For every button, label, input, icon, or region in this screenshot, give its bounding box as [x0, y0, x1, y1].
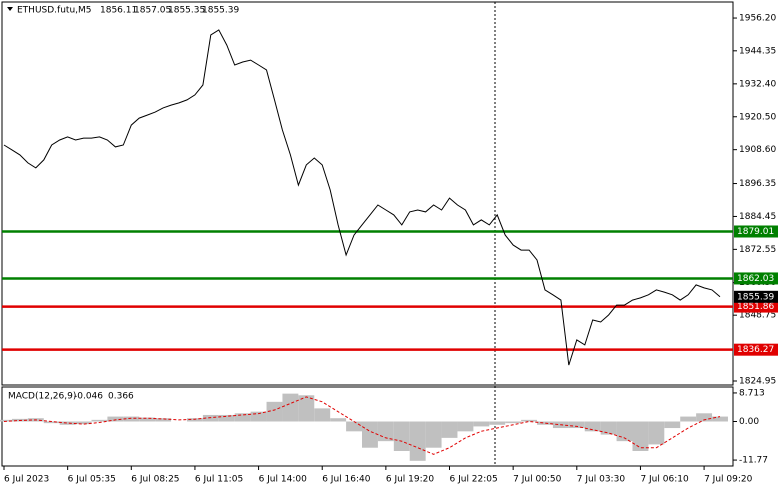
x-tick-label: 7 Jul 00:50: [513, 475, 562, 485]
macd-bar: [696, 413, 713, 422]
macd-bar: [155, 418, 172, 422]
macd-bar: [0, 419, 12, 422]
x-tick-label: 6 Jul 11:05: [195, 475, 243, 485]
x-tick-label: 6 Jul 2023: [4, 475, 49, 485]
macd-bar: [91, 419, 108, 422]
macd-bar: [234, 413, 251, 422]
x-tick-label: 6 Jul 16:40: [322, 475, 371, 485]
macd-bar: [346, 421, 362, 432]
y-tick-label: 1932.40: [739, 79, 776, 89]
macd-bar: [473, 421, 490, 427]
macd-bar: [218, 414, 235, 422]
macd-bar: [59, 421, 76, 425]
ohlc-value: 1856.11: [100, 6, 137, 16]
menu-arrow: [7, 7, 13, 11]
price-frame: [1, 1, 734, 386]
level-label-box: [734, 272, 778, 285]
macd-bar: [393, 421, 410, 451]
y-tick-label: 1848.75: [739, 311, 776, 321]
y-tick-label: 1920.50: [739, 112, 776, 122]
ohlc-value: 1855.35: [168, 6, 205, 16]
macd-bar: [123, 416, 140, 422]
macd-bar: [568, 421, 585, 429]
x-tick-label: 6 Jul 08:25: [131, 475, 179, 485]
level-label-box: [734, 300, 778, 313]
level-label: 1851.86: [737, 302, 774, 312]
level-label: 1879.01: [737, 227, 774, 237]
macd-bar: [202, 414, 219, 422]
ohlc-value: 1857.05: [134, 6, 171, 16]
x-tick-label: 7 Jul 03:30: [577, 475, 626, 485]
macd-bar: [107, 416, 124, 422]
level-label: 1862.03: [737, 274, 774, 284]
x-tick-label: 7 Jul 09:20: [704, 475, 753, 485]
macd-bar: [43, 421, 60, 424]
macd-bar: [250, 411, 267, 422]
macd-bar: [632, 421, 649, 451]
y-tick-label: 8.713: [739, 388, 765, 398]
x-tick-label: 7 Jul 06:10: [640, 475, 689, 485]
macd-bar: [75, 421, 92, 425]
macd-frame: [1, 386, 734, 467]
macd-bar: [648, 421, 665, 445]
macd-bar: [537, 421, 553, 425]
macd-bar: [186, 418, 203, 422]
y-tick-label: 1896.35: [739, 179, 776, 189]
macd-bar: [712, 416, 728, 422]
macd-bar: [362, 421, 378, 448]
macd-bar: [330, 418, 347, 422]
level-label-box: [734, 343, 778, 356]
level-label-box: [734, 225, 778, 238]
level-label: 1836.27: [737, 345, 774, 355]
y-tick-label: 1956.20: [739, 14, 776, 24]
x-tick-label: 6 Jul 19:20: [386, 475, 435, 485]
y-tick-label: 1824.95: [739, 376, 776, 386]
x-tick-label: 6 Jul 14:00: [259, 475, 308, 485]
macd-bar: [314, 408, 331, 422]
macd-bar: [425, 421, 442, 448]
price-line: [3, 29, 721, 366]
macd-bar: [441, 421, 458, 438]
macd-title: MACD(12,26,9): [8, 392, 76, 402]
ohlc-value: 1855.39: [202, 6, 239, 16]
macd-bar: [457, 421, 474, 432]
last-price-label: 1855.39: [737, 292, 774, 302]
y-tick-label: 1884.45: [739, 212, 776, 222]
macd-bar: [664, 421, 681, 429]
macd-bar: [266, 401, 283, 422]
macd-bar: [584, 421, 601, 432]
macd-bar: [139, 417, 156, 422]
y-tick-label: 1872.55: [739, 245, 776, 255]
macd-bar: [409, 421, 426, 461]
macd-bar: [282, 393, 299, 422]
x-tick-label: 6 Jul 05:35: [68, 475, 116, 485]
macd-bar: [680, 416, 697, 422]
macd-reading: 0.366: [108, 392, 134, 402]
macd-bar: [489, 421, 506, 425]
macd-bar: [521, 419, 538, 422]
macd-bar: [298, 395, 315, 422]
macd-reading: -0.046: [74, 392, 103, 402]
symbol-title: ETHUSD.futu,M5: [17, 6, 92, 16]
y-tick-label: 1944.35: [739, 46, 776, 56]
macd-bar: [505, 421, 522, 424]
y-tick-label: -11.77: [739, 456, 768, 466]
x-tick-label: 6 Jul 22:05: [450, 475, 498, 485]
y-tick-label: 1908.60: [739, 145, 776, 155]
y-tick-label: 0.00: [739, 417, 759, 427]
signal-line: [3, 396, 721, 455]
last-price-box: [734, 290, 778, 303]
macd-bar: [600, 421, 617, 435]
